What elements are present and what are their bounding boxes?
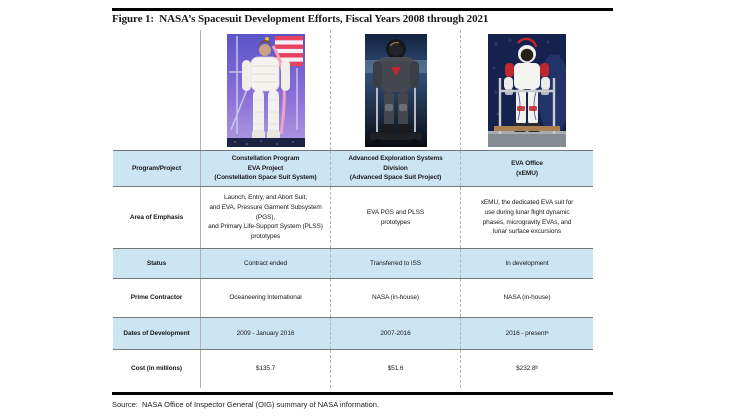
area-constellation: Launch, Entry, and Abort Suit; and EVA, …: [200, 187, 330, 248]
row-label: Dates of Development: [123, 329, 190, 337]
constellation-photo-cell: [200, 30, 330, 150]
row-area-of-emphasis: Area of Emphasis Launch, Entry, and Abor…: [113, 187, 593, 248]
figure-title: Figure 1: NASA’s Spacesuit Development E…: [112, 13, 489, 25]
dates-advanced: 2007-2016: [330, 318, 460, 349]
contractor-xemu: NASA (in-house): [460, 279, 593, 317]
photo-row: [113, 30, 593, 150]
xemu-photo-cell: [460, 30, 593, 150]
row-program-project: Program/Project Constellation Program EV…: [113, 150, 593, 187]
row-label: Prime Contractor: [130, 294, 183, 302]
advanced-photo-cell: [330, 30, 460, 150]
program-advanced: Advanced Exploration Systems Division (A…: [330, 151, 460, 186]
row-label: Status: [146, 259, 167, 267]
row-status: Status Contract ended Transferred to ISS…: [113, 248, 593, 279]
dates-xemu: 2016 - presentᵃ: [460, 318, 593, 349]
row-prime-contractor: Prime Contractor Oceaneering Internation…: [113, 279, 593, 317]
cost-advanced: $51.6: [330, 350, 460, 388]
status-constellation: Contract ended: [200, 249, 330, 278]
program-xemu: EVA Office (xEMU): [460, 151, 593, 186]
advanced-suit-photo: [364, 33, 427, 147]
row-dates: Dates of Development 2009 - January 2016…: [113, 317, 593, 350]
bottom-rule: [112, 392, 613, 395]
row-label: Area of Emphasis: [129, 213, 184, 221]
status-xemu: In development: [460, 249, 593, 278]
spacesuit-table: Program/Project Constellation Program EV…: [113, 30, 593, 388]
contractor-constellation: Oceaneering International: [200, 279, 330, 317]
row-label: Program/Project: [131, 164, 182, 172]
photo-row-label-cell: [113, 30, 200, 150]
row-cost: Cost (in millions) $135.7 $51.6 $232.8ᵇ: [113, 350, 593, 388]
dates-constellation: 2009 - January 2016: [200, 318, 330, 349]
source-note: Source: NASA Office of Inspector General…: [112, 400, 380, 409]
xemu-suit-photo: [488, 33, 566, 147]
contractor-advanced: NASA (in-house): [330, 279, 460, 317]
constellation-suit-photo: [226, 33, 305, 147]
row-label: Cost (in millions): [131, 365, 182, 373]
top-rule: [112, 8, 613, 11]
area-xemu: xEMU, the dedicated EVA suit for use dur…: [460, 187, 593, 248]
cost-constellation: $135.7: [200, 350, 330, 388]
area-advanced: EVA PGS and PLSS prototypes: [330, 187, 460, 248]
program-constellation: Constellation Program EVA Project (Const…: [200, 151, 330, 186]
cost-xemu: $232.8ᵇ: [460, 350, 593, 388]
status-advanced: Transferred to ISS: [330, 249, 460, 278]
